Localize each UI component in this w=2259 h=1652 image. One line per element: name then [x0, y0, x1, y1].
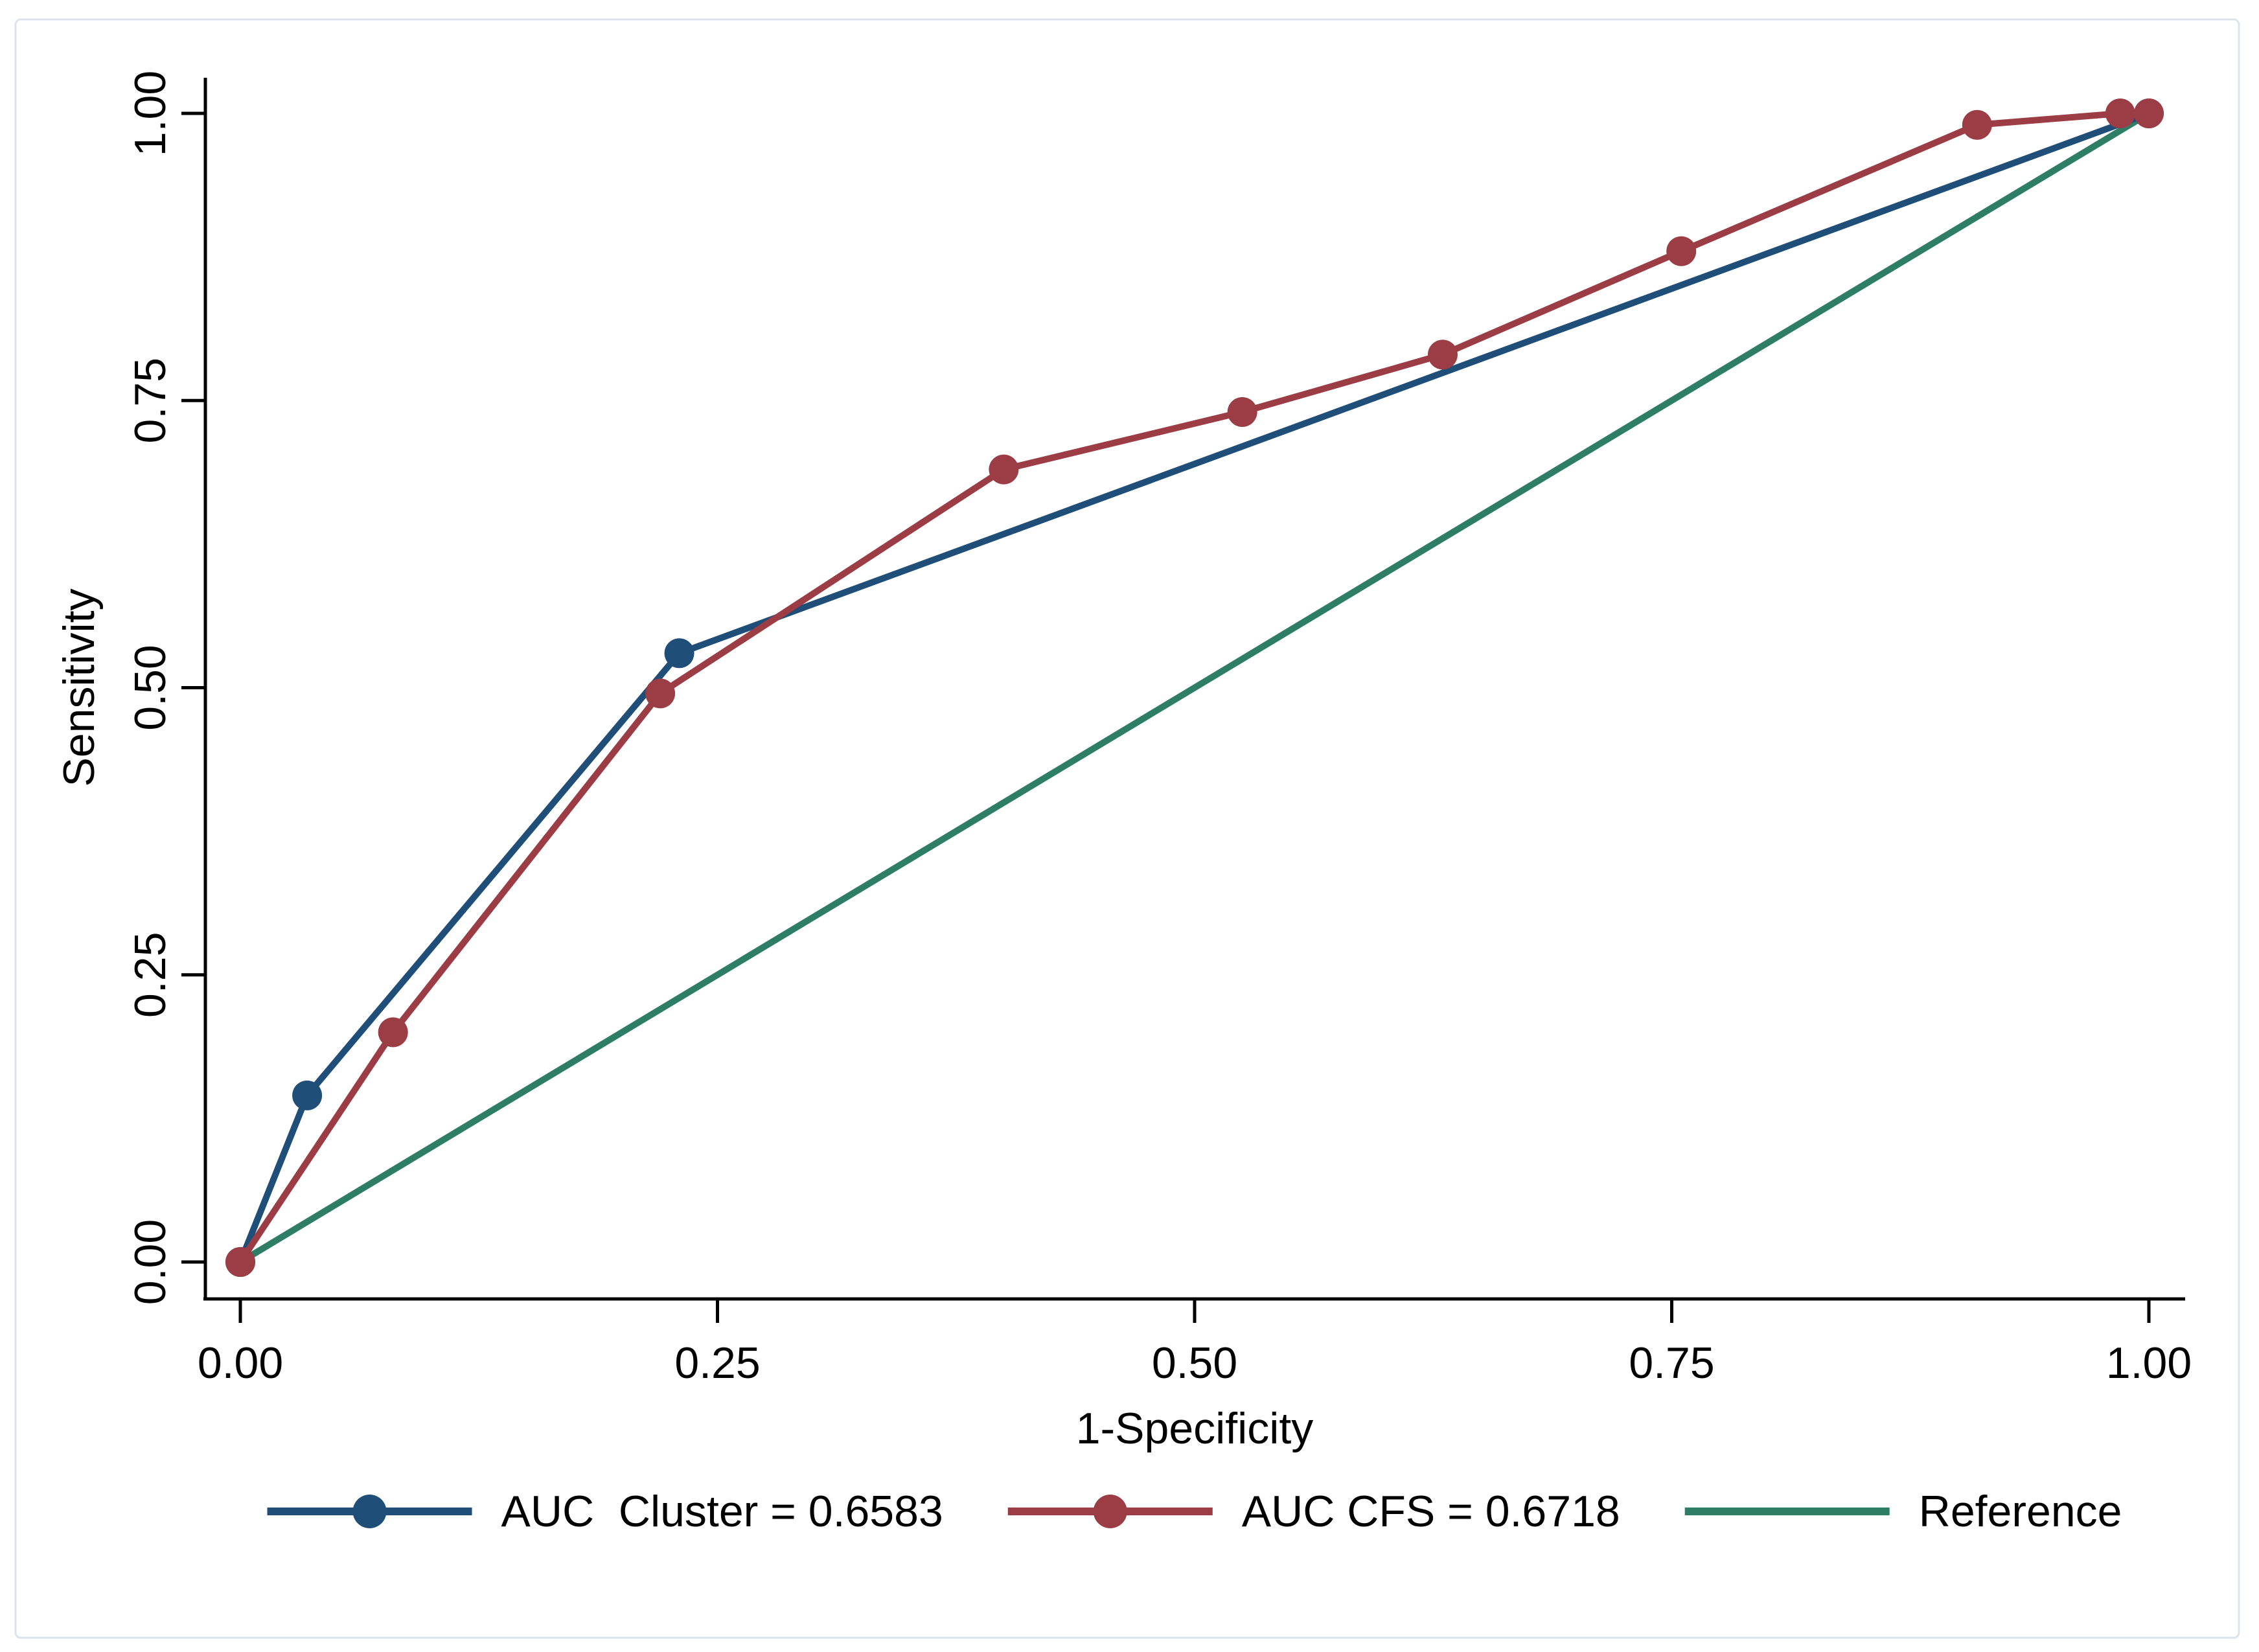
legend-label-reference: Reference — [1919, 1487, 2122, 1536]
series-marker-cfs — [378, 1017, 408, 1048]
x-axis-tick-label: 0.25 — [674, 1338, 760, 1388]
legend-item-reference: Reference — [1684, 1487, 2122, 1536]
x-axis-tick-label: 0.00 — [198, 1338, 283, 1388]
legend-item-cluster: AUC Cluster = 0.6583 — [267, 1487, 943, 1536]
series-marker-cfs — [2105, 98, 2135, 128]
series-marker-cfs — [2134, 98, 2164, 128]
legend: AUC Cluster = 0.6583 AUC CFS = 0.6718 Refe… — [267, 1487, 2122, 1536]
y-axis-tick-label: 1.00 — [126, 71, 175, 156]
figure-border — [14, 18, 2240, 1639]
series-marker-cluster — [664, 638, 694, 669]
y-axis-tick-label: 0.50 — [126, 645, 175, 730]
legend-swatch-marker-cfs — [1093, 1495, 1127, 1528]
series-marker-cfs — [1427, 339, 1458, 370]
y-axis-tick-label: 0.75 — [126, 358, 175, 443]
series-marker-cfs — [1666, 236, 1697, 266]
x-axis-tick-label: 0.75 — [1629, 1338, 1714, 1388]
legend-label-cfs: AUC CFS = 0.6718 — [1242, 1487, 1620, 1536]
series-marker-cfs — [1962, 109, 1992, 140]
y-axis-tick-label: 0.25 — [126, 932, 175, 1018]
series-marker-cfs — [989, 454, 1019, 485]
legend-label-cluster: AUC Cluster = 0.6583 — [501, 1487, 943, 1536]
x-axis-tick-label: 0.50 — [1152, 1338, 1237, 1388]
series-marker-cfs — [1227, 396, 1257, 427]
series-line-reference — [237, 110, 2152, 1265]
series-marker-cluster — [292, 1080, 323, 1110]
x-axis-tick-label: 1.00 — [2106, 1338, 2192, 1388]
series-line-cfs — [237, 110, 2152, 1265]
y-axis-tick-label: 0.00 — [126, 1219, 175, 1305]
series-reference — [237, 110, 2152, 1265]
series-line-cluster — [237, 110, 2152, 1265]
series-cfs — [225, 98, 2164, 1277]
legend-swatch-marker-cluster — [352, 1495, 387, 1528]
series-marker-cfs — [645, 678, 676, 709]
x-axis-title: 1-Specificity — [1076, 1404, 1314, 1453]
y-axis-title: Sensitivity — [54, 588, 104, 786]
series-marker-cfs — [225, 1247, 255, 1277]
legend-item-cfs: AUC CFS = 0.6718 — [1007, 1487, 1620, 1536]
